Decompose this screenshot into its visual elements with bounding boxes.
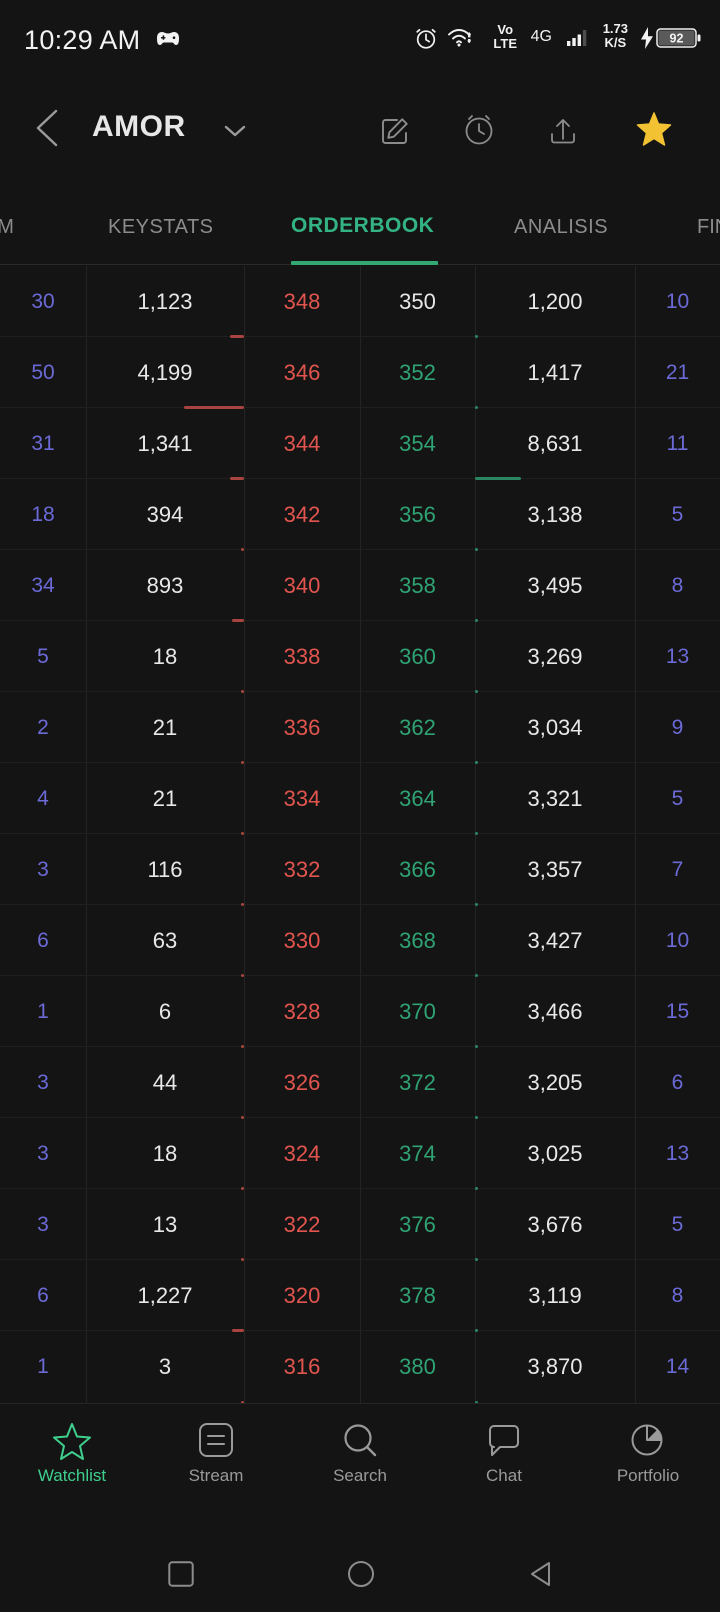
svg-text:92: 92 (670, 32, 684, 46)
